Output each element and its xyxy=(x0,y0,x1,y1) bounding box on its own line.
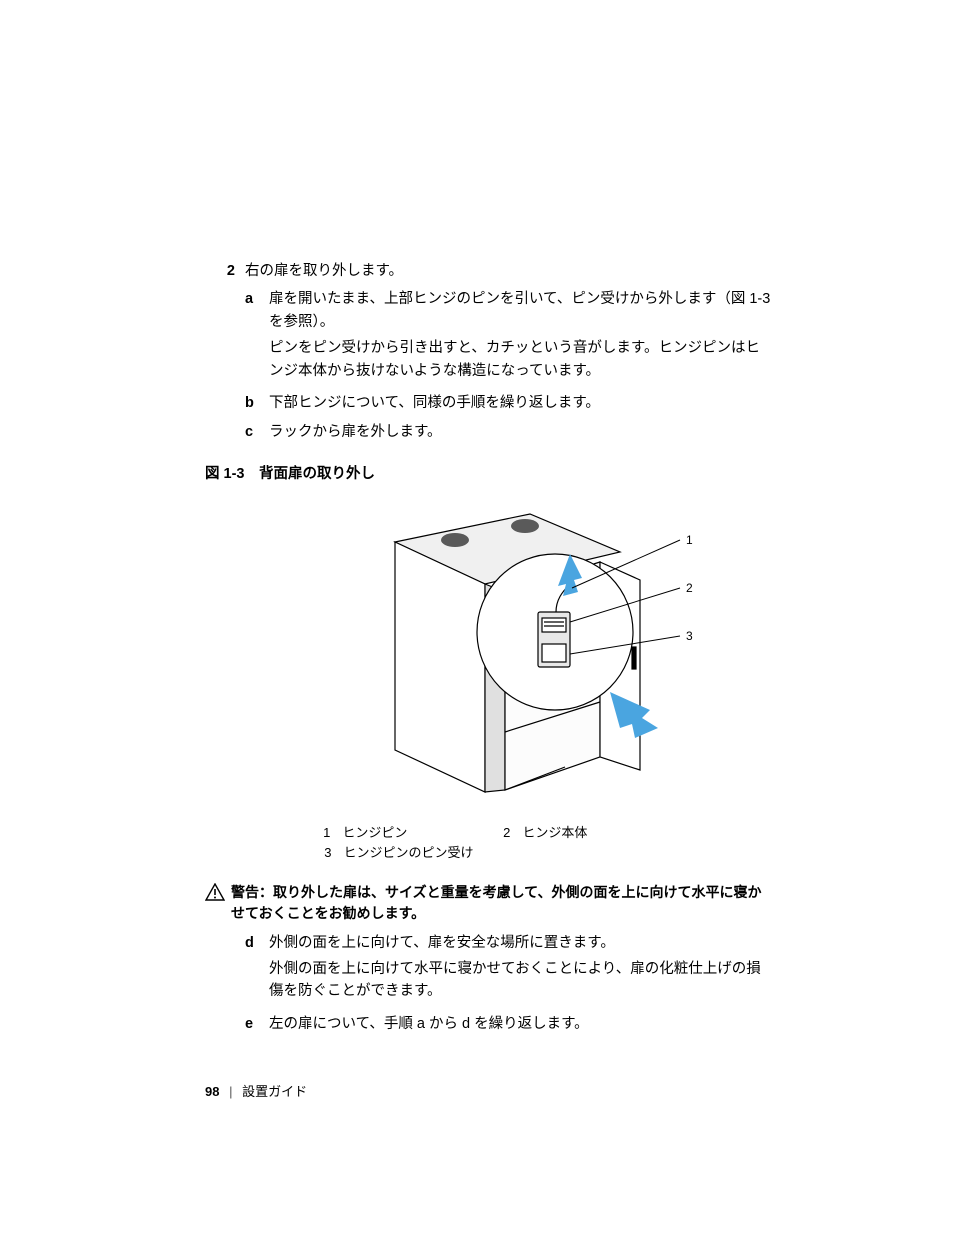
substep-letter: d xyxy=(245,932,269,1007)
substep-line: 扉を開いたまま、上部ヒンジのピンを引いて、ピン受けから外します（図 1-3 を参… xyxy=(269,288,774,333)
legend-label: ヒンジピン xyxy=(342,823,489,843)
rack-door-diagram: 1 2 3 xyxy=(280,492,700,802)
legend-label: ヒンジピンのピン受け xyxy=(344,843,499,863)
step-text: 右の扉を取り外します。 xyxy=(245,260,403,282)
substep-b: b 下部ヒンジについて、同様の手順を繰り返します。 xyxy=(245,392,774,414)
figure-1-3: 1 2 3 xyxy=(205,492,774,809)
warning-prefix: 警告： xyxy=(231,884,273,900)
legend-row: 3 ヒンジピンのピン受け xyxy=(310,843,670,863)
legend-num: 2 xyxy=(490,823,523,843)
legend-num: 1 xyxy=(310,823,343,843)
warning-block: 警告：取り外した扉は、サイズと重量を考慮して、外側の面を上に向けて水平に寝かせて… xyxy=(205,882,774,924)
substep-body: 左の扉について、手順 a から d を繰り返します。 xyxy=(269,1013,774,1035)
substep-line: ピンをピン受けから引き出すと、カチッという音がします。ヒンジピンはヒンジ本体から… xyxy=(269,337,774,382)
substep-line: 外側の面を上に向けて水平に寝かせておくことにより、扉の化粧仕上げの損傷を防ぐこと… xyxy=(269,958,774,1003)
legend-label: ヒンジ本体 xyxy=(522,823,669,843)
substep-line: 外側の面を上に向けて、扉を安全な場所に置きます。 xyxy=(269,932,774,954)
callout-2: 2 xyxy=(686,581,693,595)
warning-body: 取り外した扉は、サイズと重量を考慮して、外側の面を上に向けて水平に寝かせておくこ… xyxy=(231,884,761,921)
substep-e: e 左の扉について、手順 a から d を繰り返します。 xyxy=(245,1013,774,1035)
substep-body: ラックから扉を外します。 xyxy=(269,421,774,443)
substep-body: 扉を開いたまま、上部ヒンジのピンを引いて、ピン受けから外します（図 1-3 を参… xyxy=(269,288,774,386)
substep-c: c ラックから扉を外します。 xyxy=(245,421,774,443)
legend-num: 3 xyxy=(310,843,344,863)
substep-letter: e xyxy=(245,1013,269,1035)
document-page: 2 右の扉を取り外します。 a 扉を開いたまま、上部ヒンジのピンを引いて、ピン受… xyxy=(0,0,954,1035)
substep-body: 外側の面を上に向けて、扉を安全な場所に置きます。 外側の面を上に向けて水平に寝か… xyxy=(269,932,774,1007)
warning-text: 警告：取り外した扉は、サイズと重量を考慮して、外側の面を上に向けて水平に寝かせて… xyxy=(231,882,774,924)
page-footer: 98 | 設置ガイド xyxy=(205,1081,307,1100)
substep-letter: c xyxy=(245,421,269,443)
step-number: 2 xyxy=(205,260,245,282)
page-number: 98 xyxy=(205,1084,219,1099)
callout-1: 1 xyxy=(686,533,693,547)
substep-list-after: d 外側の面を上に向けて、扉を安全な場所に置きます。 外側の面を上に向けて水平に… xyxy=(245,932,774,1036)
substep-letter: b xyxy=(245,392,269,414)
warning-icon xyxy=(205,882,231,924)
step-2: 2 右の扉を取り外します。 xyxy=(205,260,774,282)
footer-title: 設置ガイド xyxy=(242,1084,307,1099)
substep-d: d 外側の面を上に向けて、扉を安全な場所に置きます。 外側の面を上に向けて水平に… xyxy=(245,932,774,1007)
substep-a: a 扉を開いたまま、上部ヒンジのピンを引いて、ピン受けから外します（図 1-3 … xyxy=(245,288,774,386)
callout-3: 3 xyxy=(686,629,693,643)
substep-letter: a xyxy=(245,288,269,386)
substep-list: a 扉を開いたまま、上部ヒンジのピンを引いて、ピン受けから外します（図 1-3 … xyxy=(245,288,774,443)
figure-legend: 1 ヒンジピン 2 ヒンジ本体 3 ヒンジピンのピン受け xyxy=(310,823,670,863)
substep-body: 下部ヒンジについて、同様の手順を繰り返します。 xyxy=(269,392,774,414)
footer-separator: | xyxy=(223,1084,238,1099)
legend-row: 1 ヒンジピン 2 ヒンジ本体 xyxy=(310,823,670,843)
figure-caption: 図 1-3 背面扉の取り外し xyxy=(205,463,774,485)
